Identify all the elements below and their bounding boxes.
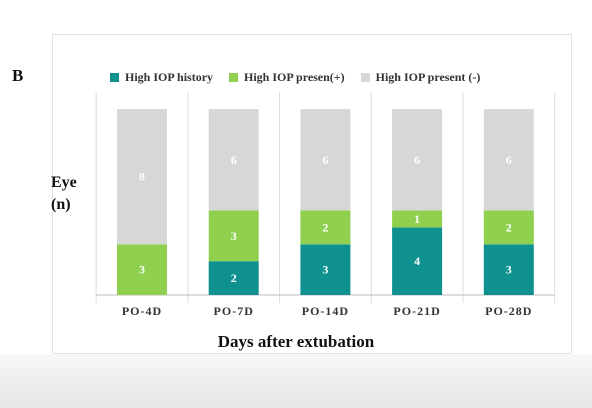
bottom-shadow-band bbox=[0, 354, 592, 408]
legend-swatch-present-negative bbox=[360, 72, 370, 82]
bar-data-label: 6 bbox=[506, 153, 512, 167]
bar-segment bbox=[208, 210, 259, 262]
bar-segment bbox=[300, 210, 351, 245]
legend-item-present-negative: High IOP present (-) bbox=[360, 69, 481, 85]
legend-swatch-history bbox=[110, 72, 119, 82]
bar-segment bbox=[483, 210, 534, 245]
y-axis-label-line-1: Eye bbox=[51, 174, 77, 191]
bar-segment bbox=[483, 244, 534, 295]
bar-data-label: 2 bbox=[231, 271, 237, 285]
y-axis-label: Eye (n) bbox=[51, 172, 77, 216]
bar-data-label: 3 bbox=[506, 263, 512, 277]
bar-segment bbox=[392, 109, 443, 211]
bar-data-label: 3 bbox=[322, 263, 328, 277]
bar-segment bbox=[300, 109, 351, 211]
bar-data-label: 4 bbox=[414, 254, 420, 268]
legend-label-present-positive: High IOP presen(+) bbox=[244, 69, 345, 84]
legend-label-present-negative: High IOP present (-) bbox=[375, 69, 481, 84]
bar-data-label: 6 bbox=[414, 153, 420, 167]
bar-data-label: 6 bbox=[322, 153, 328, 167]
bar-data-label: 2 bbox=[322, 220, 328, 234]
bar-data-label: 6 bbox=[231, 153, 237, 167]
x-tick-label: PO-4D bbox=[122, 304, 162, 318]
x-axis-label: Days after extubation bbox=[217, 332, 375, 351]
legend-label-history: High IOP history bbox=[125, 69, 214, 84]
bar-data-label: 3 bbox=[231, 229, 237, 243]
bar-segment bbox=[117, 244, 167, 295]
bar-segment bbox=[392, 210, 443, 228]
x-tick-label: PO-28D bbox=[485, 304, 532, 318]
bar-segment bbox=[483, 109, 534, 211]
bar-data-label: 3 bbox=[139, 263, 145, 277]
y-axis-label-line-2: (n) bbox=[51, 196, 71, 213]
legend-item-present-positive: High IOP presen(+) bbox=[229, 70, 345, 85]
bar-segment bbox=[300, 244, 351, 295]
legend-item-history: High IOP history bbox=[110, 70, 213, 85]
legend: High IOP history High IOP presen(+) High… bbox=[110, 68, 480, 86]
bar-segment bbox=[117, 109, 167, 245]
bar-segment bbox=[392, 227, 443, 295]
bar-segment bbox=[208, 261, 259, 295]
x-tick-label: PO-7D bbox=[214, 304, 254, 318]
legend-swatch-present-positive bbox=[229, 72, 239, 82]
bar-segment bbox=[208, 109, 259, 211]
bar-data-label: 2 bbox=[506, 220, 512, 234]
bar-data-label: 8 bbox=[139, 170, 145, 184]
panel-letter: B bbox=[12, 66, 24, 85]
bar-data-label: 1 bbox=[414, 212, 420, 226]
x-tick-label: PO-21D bbox=[393, 304, 440, 318]
x-tick-label: PO-14D bbox=[302, 304, 349, 318]
